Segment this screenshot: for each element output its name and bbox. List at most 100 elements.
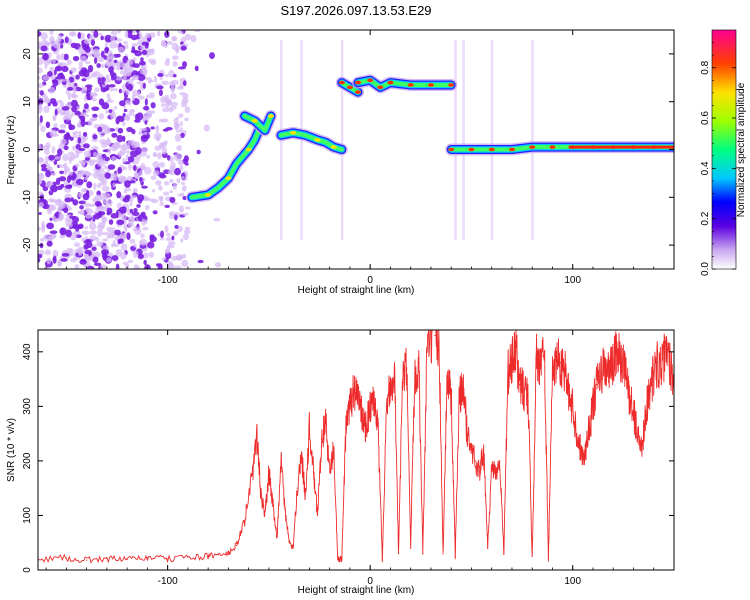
spectrogram-noise-blob [108,109,113,113]
spectrogram-noise-blob [124,31,129,37]
spectrogram-hotspot [205,193,212,197]
spectrogram-noise-blob [92,152,98,157]
spectrogram-noise-blob [159,202,165,207]
spectrogram-noise-blob [57,61,64,67]
spectrogram-noise-blob [131,142,138,149]
snr-point [645,411,647,413]
snr-point [454,555,456,557]
snr-point [268,471,270,473]
spectrogram-noise-blob [75,234,82,239]
spectrogram-noise-blob [51,172,56,176]
spectrogram-noise-blob [53,41,60,49]
spectrogram-noise-blob [178,205,185,213]
spectrogram-noise-blob [158,142,164,149]
spectrogram-noise-blob [170,161,176,170]
colorbar-tick-label: 0.4 [700,161,711,175]
spectrogram-noise-blob [146,48,155,56]
snr-point [406,367,408,369]
spectrogram-noise-blob [98,112,105,120]
snr-panel: -100 0 100 0 100 200 300 400 Height of straight… [6,329,675,596]
spectrogram-noise-blob [60,258,68,262]
spectrogram-hotspot [448,147,455,152]
spectrogram-noise-blob [174,133,182,142]
spectrogram-noise-blob [56,185,63,190]
snr-point [620,362,622,364]
spectrogram-noise-blob [180,45,187,51]
spectrogram-noise-blob [84,177,89,181]
snr-point [466,433,469,435]
spectrogram-streak [340,40,344,240]
spectrogram-noise-blob [141,49,148,56]
spectrogram-noise-blob [43,105,50,113]
spectrogram-noise-blob [152,170,160,177]
spectrogram-noise-blob [53,160,58,165]
spectrogram-noise-blob [70,32,75,37]
colorbar-tick-label: 0.8 [700,60,711,74]
spectrogram-noise-blob [42,234,50,242]
spectrogram-noise-blob [38,258,41,263]
snr-point [393,373,396,375]
colorbar-label: Normalized spectral amplitude [736,82,747,217]
spectrogram-noise-blob [76,246,85,254]
spectrogram-noise-blob [58,143,65,150]
spectrogram-noise-blob [49,66,55,72]
spectrogram-noise-blob [59,44,64,49]
spectrogram-noise-blob [134,227,142,235]
spectrogram-noise-blob [159,161,165,168]
spectrogram-noise-blob [78,148,86,152]
spectrogram-noise-blob [115,76,123,81]
spectrogram-noise-blob [45,181,50,188]
spectrogram-noise-blob [184,117,189,122]
spectrogram-noise-blob [88,222,97,231]
spectrogram-noise-blob [100,264,107,269]
spectrogram-noise-blob [96,156,104,161]
spectrogram-noise-blob [64,184,73,190]
snr-series-line [38,330,674,564]
spectrogram-noise-blob [166,232,171,237]
spectrogram-noise-blob [70,99,78,108]
spectrogram-noise-blob [117,152,126,156]
spectrogram-noise-blob [38,45,42,50]
spectrogram-noise-blob [60,53,65,61]
spectrogram-noise-blob [49,217,53,222]
spectrogram-noise-blob [52,255,57,264]
spectrogram-noise-blob [78,69,87,77]
spectrogram-noise-blob [194,65,199,72]
spectrogram-streak [531,40,534,240]
spectrogram-noise-blob [84,156,90,161]
spectrogram-streak [454,40,457,240]
spectrogram-noise-blob [164,248,170,254]
spectrogram-noise-blob [184,206,191,210]
spectrogram-noise-blob [89,230,97,235]
snr-point [450,394,452,397]
spectrogram-noise-blob [105,109,109,114]
spectrogram-noise-blob [82,112,87,117]
spectrogram-noise-blob [131,128,136,135]
snr-point [442,553,444,555]
snr-y-label: SNR (10 * v/v) [6,418,17,482]
spectrogram-noise-blob [169,93,177,100]
spectrogram-noise-blob [105,74,110,79]
snr-point [280,460,282,462]
spectrogram-noise-blob [70,112,75,117]
spectrogram-noise-blob [57,72,64,81]
spectrogram-noise-blob [79,55,87,62]
spectrogram-noise-blob [97,160,105,168]
spectrogram-noise-blob [115,248,123,257]
spectrogram-noise-blob [83,244,89,250]
spectrogram-noise-blob [53,51,59,55]
snr-point [65,557,67,559]
snr-point [499,460,501,462]
spectrogram-noise-blob [167,240,176,246]
spectrogram-noise-blob [96,63,101,68]
spectrogram-hotspot [251,119,258,123]
spectrogram-noise-blob [143,252,149,259]
spectrogram-noise-blob [87,64,94,73]
spectrogram-noise-blob [76,123,82,128]
spectrogram-noise-blob [161,118,169,123]
spectrogram-noise-blob [173,230,179,235]
snr-point [483,449,485,451]
spectrogram-noise-blob [73,242,81,248]
snr-point [312,471,315,473]
spectrogram-noise-blob [196,149,201,155]
